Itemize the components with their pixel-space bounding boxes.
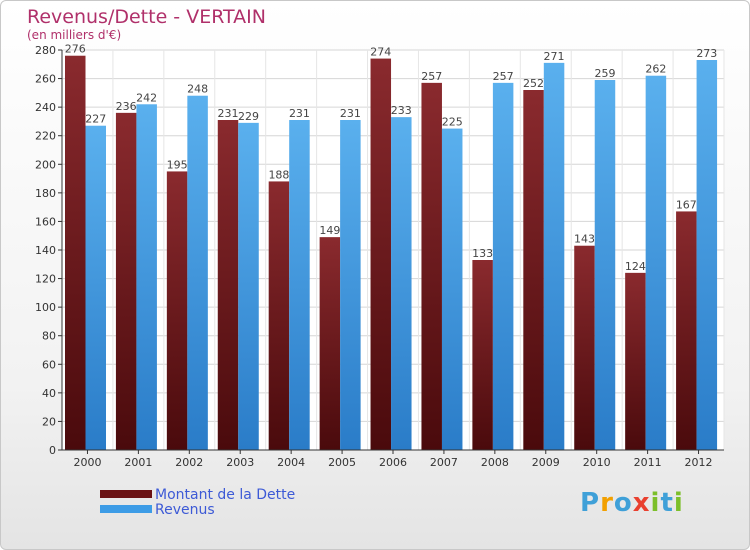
bar-revenus — [543, 62, 565, 450]
data-label: 133 — [472, 247, 493, 260]
logo-letter: P — [580, 488, 601, 518]
data-label: 248 — [187, 83, 208, 96]
x-tick-label: 2005 — [328, 456, 356, 469]
y-tick-label: 140 — [35, 244, 56, 257]
data-label: 188 — [268, 168, 289, 181]
bar-dette — [65, 55, 86, 450]
data-label: 149 — [319, 224, 340, 237]
data-label: 225 — [442, 116, 463, 129]
axes — [58, 49, 724, 454]
data-label: 257 — [421, 70, 442, 83]
data-label: 257 — [493, 70, 514, 83]
legend-label-dette: Montant de la Dette — [155, 487, 296, 503]
x-tick-label: 2012 — [685, 456, 713, 469]
bar-dette — [370, 58, 392, 450]
data-label: 231 — [289, 107, 310, 120]
chart-title: Revenus/Dette - VERTAIN — [27, 6, 266, 28]
y-tick-label: 60 — [42, 358, 56, 371]
data-label: 236 — [116, 100, 137, 113]
y-tick-label: 120 — [35, 273, 56, 286]
legend-label-revenus: Revenus — [155, 502, 215, 518]
data-label: 271 — [544, 50, 565, 63]
bar-revenus — [187, 95, 208, 450]
bar-dette — [523, 90, 544, 450]
data-label: 274 — [370, 46, 391, 59]
y-tick-label: 200 — [35, 158, 56, 171]
y-tick-label: 220 — [35, 130, 56, 143]
labels: 0 20 40 60 80 100 120 140 160 180 200 220 240 260 280 2… — [35, 43, 717, 469]
x-tick-label: 2004 — [277, 456, 305, 469]
data-label: 231 — [340, 107, 361, 120]
legend-swatch-revenus — [100, 505, 152, 513]
y-tick-label: 20 — [42, 415, 56, 428]
data-label: 227 — [85, 113, 106, 126]
data-label: 242 — [136, 91, 157, 104]
y-tick-label: 80 — [42, 330, 56, 343]
data-label: 229 — [238, 110, 259, 123]
logo-letter: o — [613, 488, 633, 518]
bars — [65, 55, 718, 451]
data-label: 231 — [218, 107, 239, 120]
x-tick-label: 2008 — [481, 456, 509, 469]
x-tick-label: 2003 — [226, 456, 254, 469]
bar-revenus — [289, 120, 310, 450]
logo-letter: t — [660, 488, 674, 518]
bar-dette — [268, 181, 290, 450]
bar-dette — [625, 272, 646, 450]
y-tick-label: 180 — [35, 187, 56, 200]
bar-revenus — [696, 60, 718, 450]
bar-revenus — [136, 104, 157, 451]
logo-letter: i — [650, 488, 661, 518]
chart-subtitle: (en milliers d'€) — [27, 28, 122, 42]
x-tick-label: 2011 — [634, 456, 662, 469]
bar-dette — [166, 171, 188, 450]
bar-dette — [472, 260, 493, 450]
data-label: 167 — [676, 198, 697, 211]
data-label: 262 — [645, 63, 666, 76]
data-label: 259 — [594, 67, 615, 80]
x-tick-label: 2009 — [532, 456, 560, 469]
x-tick-label: 2007 — [430, 456, 458, 469]
x-tick-label: 2000 — [73, 456, 101, 469]
proxiti-logo: Proxiti — [580, 488, 684, 518]
y-tick-label: 260 — [35, 73, 56, 86]
data-label: 233 — [391, 104, 412, 117]
legend-swatch-dette — [100, 490, 152, 498]
bar-dette — [421, 82, 442, 450]
y-tick-label: 40 — [42, 387, 56, 400]
bar-revenus — [441, 128, 463, 451]
data-label: 276 — [65, 43, 86, 56]
x-tick-label: 2010 — [583, 456, 611, 469]
bar-revenus — [594, 80, 616, 450]
bar-dette — [574, 245, 595, 450]
bar-revenus — [340, 120, 361, 450]
x-tick-label: 2001 — [124, 456, 152, 469]
data-label: 273 — [696, 47, 717, 60]
bar-revenus — [238, 122, 259, 450]
bar-revenus — [391, 117, 412, 451]
y-tick-label: 160 — [35, 215, 56, 228]
logo-letter: x — [632, 488, 651, 518]
data-label: 252 — [523, 77, 544, 90]
logo-letter: r — [600, 488, 614, 518]
y-tick-label: 240 — [35, 101, 56, 114]
y-tick-label: 280 — [35, 44, 56, 57]
y-tick-label: 0 — [49, 444, 56, 457]
bar-dette — [676, 211, 697, 450]
logo-letter: i — [673, 488, 684, 518]
data-label: 195 — [167, 158, 188, 171]
y-tick-label: 100 — [35, 301, 56, 314]
bar-revenus — [645, 75, 667, 450]
bar-revenus — [492, 82, 514, 450]
data-label: 124 — [625, 260, 646, 273]
x-tick-label: 2006 — [379, 456, 407, 469]
x-tick-label: 2002 — [175, 456, 203, 469]
data-label: 143 — [574, 233, 595, 246]
bar-revenus — [85, 125, 106, 450]
bar-dette — [319, 237, 341, 450]
bar-dette — [217, 120, 239, 450]
bar-dette — [115, 112, 137, 450]
